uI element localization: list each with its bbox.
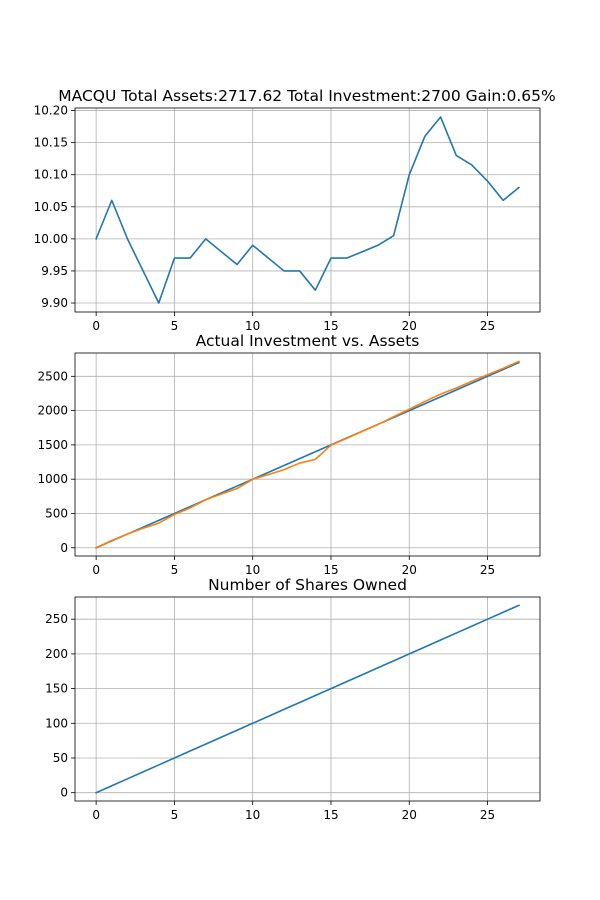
x-tick-label: 10: [245, 563, 260, 577]
y-tick-label: 1500: [37, 438, 68, 452]
y-tick-label: 0: [60, 786, 68, 800]
chart-title: Actual Investment vs. Assets: [196, 332, 420, 350]
y-tick-label: 10.15: [34, 136, 68, 150]
axes-frame: [74, 352, 541, 557]
x-tick-label: 25: [480, 319, 495, 333]
axes-frame: [74, 107, 541, 313]
series-line-1: [95, 361, 520, 549]
x-tick-label: 10: [245, 319, 260, 333]
subplot-2: 0 5 10 15 20 25 0 500 1000 1500 2000 2500 Actual Inv…: [37, 332, 541, 577]
series-line-2: [95, 360, 520, 549]
y-tick-label: 2000: [37, 404, 68, 418]
series-line-1: [95, 604, 520, 794]
y-tick-label: 10.00: [34, 232, 68, 246]
y-tick-label: 500: [45, 506, 68, 520]
y-tick-label: 50: [53, 751, 68, 765]
x-tick-label: 15: [323, 563, 338, 577]
x-tick-label: 20: [402, 808, 417, 822]
x-tick-label: 15: [323, 319, 338, 333]
y-tick-label: 200: [45, 647, 68, 661]
y-tick-label: 10.10: [34, 168, 68, 182]
x-tick-label: 0: [92, 319, 100, 333]
chart-title: MACQU Total Assets:2717.62 Total Investm…: [58, 87, 555, 105]
y-tick-label: 250: [45, 612, 68, 626]
y-tick-label: 100: [45, 716, 68, 730]
x-tick-label: 10: [245, 808, 260, 822]
axes-frame: [74, 596, 541, 802]
x-tick-label: 25: [480, 808, 495, 822]
x-tick-label: 25: [480, 563, 495, 577]
x-tick-label: 15: [323, 808, 338, 822]
x-tick-label: 5: [171, 808, 179, 822]
y-tick-label: 10.05: [34, 200, 68, 214]
y-tick-label: 9.95: [41, 264, 68, 278]
series-line-1: [95, 116, 520, 304]
x-tick-label: 0: [92, 808, 100, 822]
chart-title: Number of Shares Owned: [208, 576, 407, 594]
x-tick-label: 5: [171, 563, 179, 577]
y-tick-label: 2500: [37, 369, 68, 383]
x-tick-label: 20: [402, 319, 417, 333]
y-tick-label: 9.90: [41, 296, 68, 310]
y-tick-label: 10.20: [34, 104, 68, 118]
subplot-1: 0 5 10 15 20 25 9.90 9.95 10.00 10.05 10.10 10.15 10…: [34, 87, 556, 333]
y-tick-label: 0: [60, 541, 68, 555]
x-tick-label: 0: [92, 563, 100, 577]
x-tick-label: 20: [402, 563, 417, 577]
x-tick-label: 5: [171, 319, 179, 333]
y-tick-label: 150: [45, 682, 68, 696]
y-tick-label: 1000: [37, 472, 68, 486]
